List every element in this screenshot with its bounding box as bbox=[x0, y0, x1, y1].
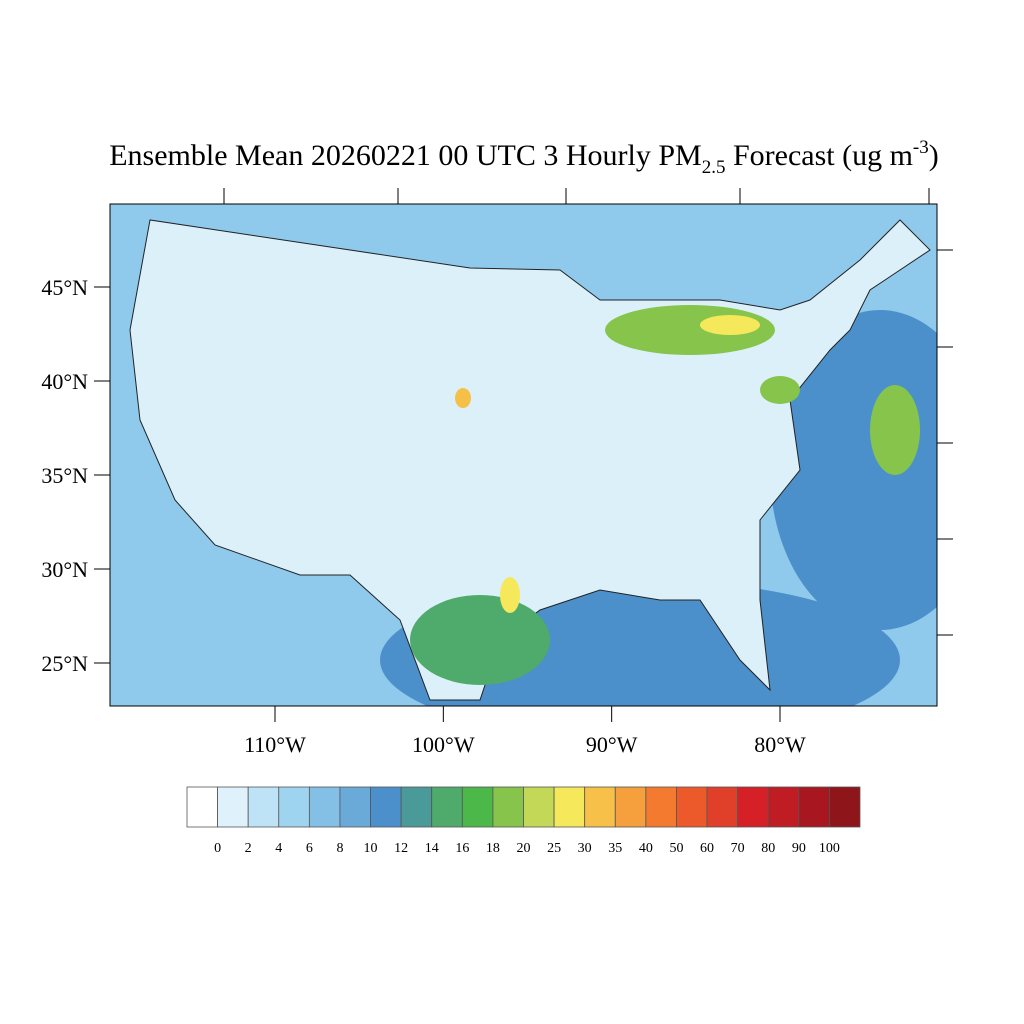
colorbar-box bbox=[370, 786, 402, 828]
lon-label: 90°W bbox=[586, 732, 638, 757]
colorbar-box bbox=[431, 786, 463, 828]
colorbar-box bbox=[829, 786, 861, 828]
colorbar-label: 16 bbox=[455, 841, 469, 856]
colorbar-label: 35 bbox=[608, 841, 622, 856]
colorbar-box bbox=[278, 786, 310, 828]
colorbar-box bbox=[400, 786, 433, 828]
hotspot bbox=[760, 376, 800, 404]
colorbar-label: 25 bbox=[547, 841, 561, 856]
colorbar-box bbox=[492, 786, 524, 828]
colorbar-label: 40 bbox=[639, 841, 653, 856]
map-frame bbox=[109, 203, 938, 707]
lon-label: 100°W bbox=[412, 732, 475, 757]
colorbar-box bbox=[308, 786, 341, 828]
colorbar-box bbox=[339, 786, 371, 828]
frame-ticks bbox=[223, 188, 953, 636]
title-main: Ensemble Mean 20260221 00 UTC 3 Hourly P… bbox=[109, 139, 701, 172]
colorbar-label: 14 bbox=[425, 841, 439, 856]
lat-label: 25°N bbox=[41, 651, 88, 676]
hotspot bbox=[455, 388, 471, 408]
map bbox=[110, 204, 937, 706]
colorbar-label: 90 bbox=[792, 841, 806, 856]
title-sup: -3 bbox=[913, 137, 929, 158]
atlantic-plume bbox=[870, 385, 920, 475]
colorbar-label: 2 bbox=[245, 841, 252, 856]
lon-label: 80°W bbox=[754, 732, 806, 757]
colorbar-box bbox=[461, 786, 494, 828]
colorbar-label: 80 bbox=[761, 841, 775, 856]
colorbar-box bbox=[767, 786, 800, 828]
colorbar-box bbox=[186, 786, 218, 828]
colorbar-label: 100 bbox=[819, 841, 840, 856]
colorbar-label: 4 bbox=[275, 841, 282, 856]
colorbar-box bbox=[584, 786, 616, 828]
colorbar-box bbox=[676, 786, 708, 828]
colorbar-box bbox=[553, 786, 586, 828]
lon-label: 110°W bbox=[244, 732, 306, 757]
lat-label: 35°N bbox=[41, 463, 88, 488]
colorbar-box bbox=[645, 786, 677, 828]
colorbar-label: 6 bbox=[306, 841, 313, 856]
title-tail: Forecast (ug m bbox=[725, 139, 912, 172]
colorbar-box bbox=[614, 786, 647, 828]
title-end: ) bbox=[929, 139, 939, 172]
colorbar-label: 50 bbox=[669, 841, 683, 856]
texas-plume bbox=[410, 595, 550, 685]
colorbar-box bbox=[247, 786, 280, 828]
great-lakes-peak bbox=[700, 315, 760, 335]
colorbar-box bbox=[706, 786, 739, 828]
title: Ensemble Mean 20260221 00 UTC 3 Hourly P… bbox=[109, 137, 939, 178]
lat-label: 30°N bbox=[41, 557, 88, 582]
hotspot bbox=[500, 577, 520, 613]
colorbar-box bbox=[217, 786, 249, 828]
colorbar-box bbox=[798, 786, 830, 828]
colorbar-label: 0 bbox=[214, 841, 221, 856]
colorbar-label: 70 bbox=[731, 841, 745, 856]
lat-label: 45°N bbox=[41, 275, 88, 300]
colorbar-label: 8 bbox=[336, 841, 343, 856]
colorbar-label: 30 bbox=[578, 841, 592, 856]
colorbar-label: 20 bbox=[517, 841, 531, 856]
colorbar-box bbox=[737, 786, 769, 828]
colorbar-label: 60 bbox=[700, 841, 714, 856]
lat-label: 40°N bbox=[41, 369, 88, 394]
colorbar-label: 18 bbox=[486, 841, 500, 856]
colorbar-label: 12 bbox=[394, 841, 408, 856]
colorbar-box bbox=[523, 786, 555, 828]
title-sub: 2.5 bbox=[702, 157, 726, 178]
colorbar-label: 10 bbox=[364, 841, 378, 856]
